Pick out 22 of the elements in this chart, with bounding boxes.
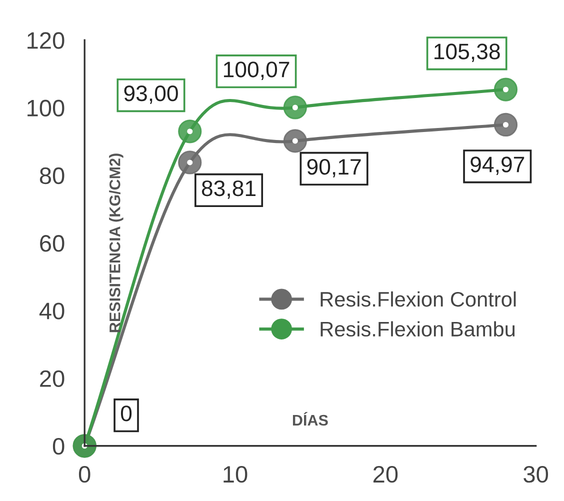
x-tick-label: 10 (224, 466, 248, 483)
data-label: 94,97 (470, 156, 524, 175)
y-tick-label: 120 (28, 32, 64, 49)
data-label: 105,38 (434, 44, 500, 62)
y-tick-label: 60 (40, 235, 64, 252)
legend-label: Resis.Flexion Control (320, 291, 516, 307)
data-label: 0 (120, 406, 132, 422)
x-tick-label: 30 (524, 466, 548, 483)
y-tick-label: 20 (40, 370, 64, 388)
legend-label: Resis.Flexion Bambu (320, 321, 515, 337)
x-axis-title: DÍAS (292, 412, 328, 426)
data-label: 90,17 (307, 158, 361, 178)
x-tick-label: 20 (373, 466, 398, 483)
y-tick-label: 0 (52, 438, 64, 455)
y-tick-label: 100 (28, 100, 64, 117)
data-label: 93,00 (124, 86, 178, 104)
data-label: 100,07 (224, 62, 290, 80)
y-axis-title: RESISITENCIA (KG/CM2) (109, 154, 124, 332)
y-tick-label: 40 (39, 302, 64, 320)
x-tick-label: 0 (78, 466, 90, 483)
y-tick-label: 80 (40, 167, 64, 184)
data-label: 83,81 (202, 180, 256, 199)
